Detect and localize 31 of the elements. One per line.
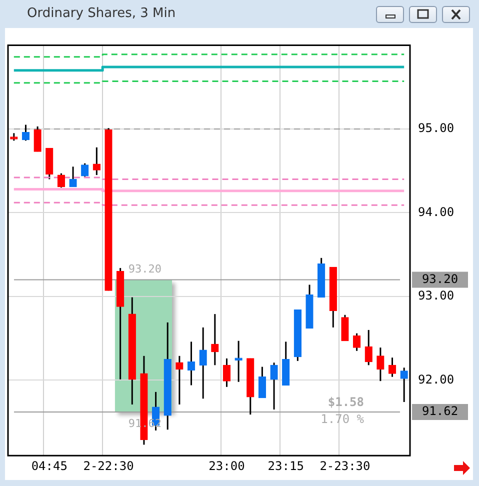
- ref-line-label: 93.20: [128, 262, 162, 276]
- chart-title: Ordinary Shares, 3 Min: [27, 6, 176, 21]
- x-tick-label: 04:45: [31, 458, 68, 473]
- y-tick-label: 92.00: [418, 372, 454, 386]
- candlestick: [222, 358, 231, 388]
- candlestick: [22, 124, 30, 142]
- candlestick: [187, 340, 196, 386]
- candlestick: [69, 166, 77, 188]
- x-tick-label: 23:00: [208, 458, 245, 473]
- candlestick: [376, 346, 384, 382]
- candlestick: [211, 313, 219, 366]
- candlestick: [34, 126, 42, 152]
- candlestick: [176, 355, 184, 406]
- candlestick: [92, 146, 101, 176]
- candlestick: [270, 362, 278, 410]
- candlestick: [199, 326, 207, 400]
- candlestick: [364, 329, 372, 366]
- annotation: 1.70 %: [320, 412, 365, 426]
- candlestick: [258, 366, 266, 399]
- y-tick-label: 93.00: [418, 288, 454, 303]
- candlestick: [400, 366, 408, 403]
- candlestick: [341, 314, 349, 342]
- candlestick: [388, 356, 396, 378]
- annotation: $1.58: [328, 395, 364, 410]
- x-tick-label: 23:15: [268, 458, 304, 473]
- y-tick-label: 94.00: [418, 204, 454, 219]
- y-tick-label: 95.00: [418, 121, 454, 136]
- text: 93.20: [422, 272, 458, 286]
- text: 91.62: [422, 404, 458, 418]
- x-tick-label: 2-23:30: [320, 458, 370, 473]
- x-tick-label: 2-22:30: [83, 458, 134, 473]
